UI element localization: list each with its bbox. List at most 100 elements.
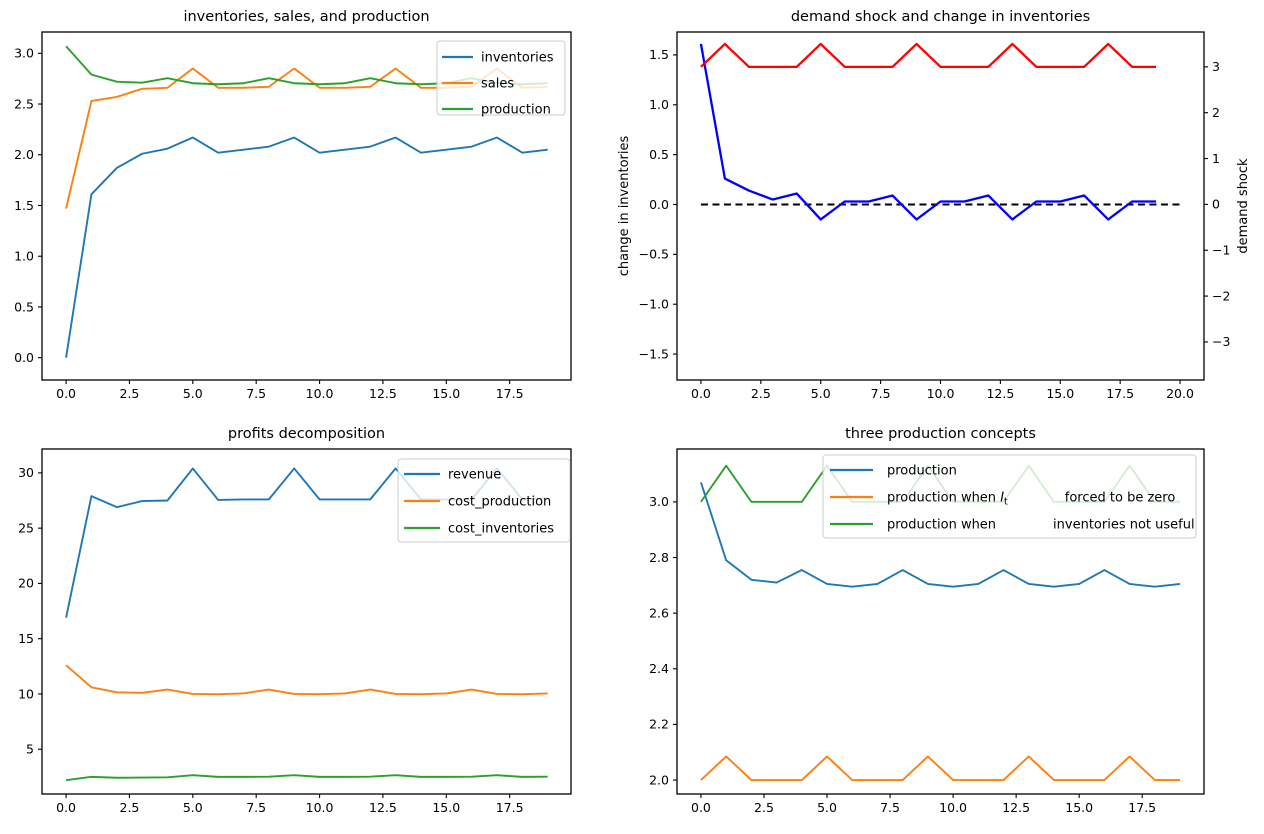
- series-change-in-inventories: [699, 43, 1157, 221]
- x-ticks: 0.0 2.5 5.0 7.5 10.0 12.5 15.0 17.5 20.0: [691, 380, 1194, 401]
- x-tick-label: 5.0: [183, 386, 203, 401]
- x-tick-label: 15.0: [432, 386, 460, 401]
- x-tick-label: 5.0: [811, 386, 831, 401]
- x-tick-label: 5.0: [817, 800, 837, 815]
- y-tick-label: −1.5: [639, 346, 669, 361]
- x-tick-label: 12.5: [986, 386, 1014, 401]
- y-tick-label-right: −1: [1212, 243, 1230, 258]
- y-ticks-left: 0.0 0.5 1.0 1.5 2.0 2.5 3.0: [14, 46, 42, 365]
- y-ticks-left: 5 10 15 20 25 30: [18, 465, 42, 757]
- legend: production production when It forced to be…: [822, 454, 1197, 539]
- x-tick-label: 5.0: [183, 800, 203, 815]
- x-tick-label: 12.5: [1002, 800, 1030, 815]
- series-cost-inventories: [65, 774, 548, 782]
- x-tick-label: 0.0: [691, 386, 711, 401]
- y-tick-label-right: 2: [1212, 105, 1220, 120]
- x-tick-label: 17.5: [496, 800, 524, 815]
- y-tick-label: 1.0: [14, 249, 34, 264]
- y-tick-label: 0.5: [649, 147, 669, 162]
- legend-label: inventories: [481, 51, 554, 66]
- legend-label: cost_inventories: [448, 522, 554, 537]
- y-tick-label: 0.0: [649, 197, 669, 212]
- legend-label: production when It forced to be zero: [887, 491, 1175, 508]
- legend-box: [822, 454, 1197, 539]
- x-tick-label: 0.0: [56, 800, 76, 815]
- x-ticks: 0.0 2.5 5.0 7.5 10.0 12.5 15.0 17.5: [691, 794, 1156, 815]
- legend-item-2: production: [442, 103, 551, 118]
- y-tick-label-right: −2: [1212, 288, 1230, 303]
- y-tick-label: 10: [18, 686, 34, 701]
- y-tick-label: 2.8: [649, 550, 669, 565]
- legend-item-2: cost_inventories: [404, 522, 554, 537]
- series-cost-production: [65, 664, 548, 696]
- x-tick-label: 7.5: [871, 386, 891, 401]
- legend-item-1: sales: [442, 77, 514, 92]
- series-production-when-it-forced-zero: [700, 755, 1181, 782]
- x-tick-label: 7.5: [880, 800, 900, 815]
- y-tick-label: 2.6: [649, 605, 669, 620]
- plot-frame: [676, 31, 1205, 381]
- y-tick-label: 2.0: [14, 147, 34, 162]
- legend-item-1: production when It forced to be zero: [830, 491, 1175, 508]
- y-tick-label-right: 3: [1212, 59, 1220, 74]
- x-tick-label: 0.0: [56, 386, 76, 401]
- y-tick-label-right: 0: [1212, 197, 1220, 212]
- y-ticks-left: 2.0 2.2 2.4 2.6 2.8 3.0: [649, 494, 677, 787]
- legend-item-1: cost_production: [404, 495, 551, 510]
- x-tick-label: 10.0: [939, 800, 967, 815]
- y-tick-label: 5: [26, 742, 34, 757]
- y-tick-label: 2.5: [14, 96, 34, 111]
- plot-frame: [41, 448, 572, 795]
- chart-title: profits decomposition: [228, 426, 385, 442]
- y-tick-label-right: 1: [1212, 151, 1220, 166]
- legend-item-2: production when inventories not useful: [830, 518, 1195, 533]
- chart-title: three production concepts: [845, 426, 1036, 442]
- x-tick-label: 15.0: [1065, 800, 1093, 815]
- y-tick-label: 25: [18, 520, 34, 535]
- y-tick-label: 1.5: [14, 198, 34, 213]
- legend-box: [397, 458, 571, 543]
- y-tick-label: −0.5: [639, 247, 669, 262]
- x-tick-label: 7.5: [246, 800, 266, 815]
- legend: inventories sales production: [436, 40, 566, 118]
- y-tick-label: 30: [18, 465, 34, 480]
- y-ticks-right: −3 −2 −1 0 1 2 3: [1204, 59, 1230, 349]
- legend-label: production when inventories not useful: [887, 518, 1195, 533]
- chart-three-production-concepts: three production concepts 0.0 2.5 5.0 7.5 10.…: [649, 426, 1205, 815]
- chart-title: demand shock and change in inventories: [791, 9, 1090, 25]
- legend-box: [436, 40, 566, 116]
- y-tick-label: 1.5: [649, 47, 669, 62]
- chart-profits-decomposition: profits decomposition 0.0 2.5 5.0 7.5 10.0 12.…: [18, 426, 572, 815]
- y-tick-label-right: −3: [1212, 334, 1230, 349]
- y-axis-label-right: demand shock: [1236, 158, 1251, 254]
- y-tick-label: 20: [18, 576, 34, 591]
- x-tick-label: 10.0: [927, 386, 955, 401]
- x-ticks: 0.0 2.5 5.0 7.5 10.0 12.5 15.0 17.5: [56, 794, 524, 815]
- x-tick-label: 15.0: [432, 800, 460, 815]
- x-tick-label: 12.5: [369, 800, 397, 815]
- y-tick-label: 1.0: [649, 97, 669, 112]
- legend-item-0: inventories: [442, 51, 554, 66]
- legend-label: production: [481, 103, 551, 118]
- legend-label: cost_production: [448, 495, 551, 510]
- legend-label: production: [887, 464, 957, 479]
- x-tick-label: 10.0: [306, 800, 334, 815]
- chart-demand-shock-change-in-inventories: demand shock and change in inventories 0.…: [617, 9, 1251, 401]
- x-tick-label: 17.5: [1106, 386, 1134, 401]
- x-tick-label: 17.5: [496, 386, 524, 401]
- series-demand-shock: [700, 42, 1157, 68]
- series-production: [700, 482, 1181, 588]
- y-axis-label-left: change in inventories: [617, 136, 632, 277]
- x-ticks: 0.0 2.5 5.0 7.5 10.0 12.5 15.0 17.5: [56, 380, 524, 401]
- plot-frame: [41, 31, 572, 381]
- x-tick-label: 20.0: [1166, 386, 1194, 401]
- x-tick-label: 2.5: [751, 386, 771, 401]
- x-tick-label: 17.5: [1128, 800, 1156, 815]
- series-inventories: [65, 136, 548, 358]
- chart-title: inventories, sales, and production: [183, 9, 429, 25]
- chart-inventories-sales-production: inventories, sales, and production 0.0 2.5…: [14, 9, 572, 401]
- y-tick-label: 15: [18, 631, 34, 646]
- y-tick-label: 2.0: [649, 772, 669, 787]
